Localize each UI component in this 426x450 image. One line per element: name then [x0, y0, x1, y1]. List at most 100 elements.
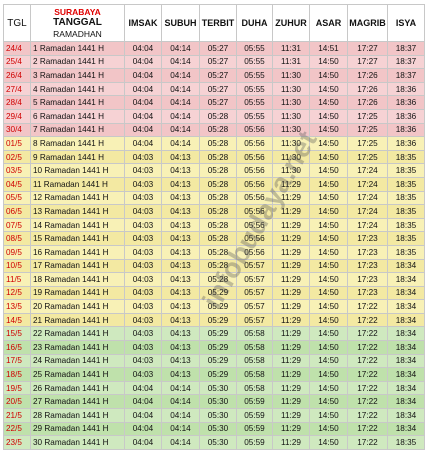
duha-cell: 05:56	[236, 149, 273, 165]
date-cell: 15/5	[3, 326, 31, 342]
asar-cell: 14:50	[309, 204, 348, 219]
subuh-cell: 04:13	[161, 272, 200, 287]
isya-cell: 18:34	[387, 367, 425, 382]
table-row: 19/5 26 Ramadan 1441 H 04:04 04:14 05:30 05:5…	[3, 380, 425, 396]
magrib-cell: 17:24	[347, 190, 388, 206]
magrib-cell: 17:22	[347, 394, 388, 410]
terbit-cell: 05:28	[199, 217, 237, 233]
date-cell: 09/5	[3, 244, 31, 260]
terbit-cell: 05:28	[199, 108, 237, 124]
table-row: 15/5 22 Ramadan 1441 H 04:03 04:13 05:29 05:5…	[3, 326, 425, 342]
magrib-cell: 17:22	[347, 340, 388, 355]
date-cell: 02/5	[3, 149, 31, 165]
ramadan-day-cell: 22 Ramadan 1441 H	[30, 326, 125, 342]
table-row: 10/5 17 Ramadan 1441 H 04:03 04:13 05:28 05:5…	[3, 258, 425, 274]
zuhur-cell: 11:29	[272, 367, 310, 382]
zuhur-cell: 11:30	[272, 68, 310, 83]
date-cell: 10/5	[3, 258, 31, 274]
ramadan-day-cell: 15 Ramadan 1441 H	[30, 231, 125, 246]
terbit-cell: 05:27	[199, 95, 237, 110]
terbit-cell: 05:29	[199, 340, 237, 355]
subuh-cell: 04:13	[161, 367, 200, 382]
isya-cell: 18:34	[387, 258, 425, 274]
magrib-cell: 17:22	[347, 312, 388, 328]
ramadan-day-cell: 12 Ramadan 1441 H	[30, 190, 125, 206]
header-terbit: TERBIT	[199, 4, 237, 42]
terbit-cell: 05:28	[199, 176, 237, 192]
terbit-cell: 05:28	[199, 163, 237, 178]
asar-cell: 14:50	[309, 136, 348, 151]
date-cell: 27/4	[3, 81, 31, 97]
duha-cell: 05:56	[236, 217, 273, 233]
duha-cell: 05:58	[236, 326, 273, 342]
duha-cell: 05:58	[236, 340, 273, 355]
isya-cell: 18:34	[387, 340, 425, 355]
ramadan-day-cell: 19 Ramadan 1441 H	[30, 285, 125, 301]
table-row: 29/4 6 Ramadan 1441 H 04:04 04:14 05:28 05:55…	[3, 108, 425, 124]
imsak-cell: 04:04	[124, 435, 162, 450]
zuhur-cell: 11:31	[272, 54, 310, 70]
subuh-cell: 04:14	[161, 54, 200, 70]
table-row: 28/4 5 Ramadan 1441 H 04:04 04:14 05:27 05:55…	[3, 95, 425, 110]
subuh-cell: 04:14	[161, 41, 200, 56]
ramadan-day-cell: 17 Ramadan 1441 H	[30, 258, 125, 274]
subuh-cell: 04:13	[161, 340, 200, 355]
asar-cell: 14:50	[309, 408, 348, 423]
magrib-cell: 17:27	[347, 54, 388, 70]
isya-cell: 18:35	[387, 149, 425, 165]
terbit-cell: 05:29	[199, 312, 237, 328]
isya-cell: 18:34	[387, 326, 425, 342]
terbit-cell: 05:30	[199, 408, 237, 423]
magrib-cell: 17:24	[347, 217, 388, 233]
date-cell: 13/5	[3, 299, 31, 314]
ramadan-day-cell: 14 Ramadan 1441 H	[30, 217, 125, 233]
duha-cell: 05:56	[236, 204, 273, 219]
table-row: 12/5 19 Ramadan 1441 H 04:03 04:13 05:29 05:5…	[3, 285, 425, 301]
subuh-cell: 04:14	[161, 108, 200, 124]
magrib-cell: 17:23	[347, 272, 388, 287]
date-cell: 24/4	[3, 41, 31, 56]
asar-cell: 14:50	[309, 435, 348, 450]
date-cell: 26/4	[3, 68, 31, 83]
duha-cell: 05:57	[236, 285, 273, 301]
table-row: 24/4 1 Ramadan 1441 H 04:04 04:14 05:27 05:55…	[3, 41, 425, 56]
prayer-schedule-table: TGL SURABAYA TANGGAL RAMADHAN IMSAK SUBU…	[3, 4, 425, 450]
ramadan-day-cell: 21 Ramadan 1441 H	[30, 312, 125, 328]
table-row: 09/5 16 Ramadan 1441 H 04:03 04:13 05:28 05:5…	[3, 244, 425, 260]
table-row: 16/5 23 Ramadan 1441 H 04:03 04:13 05:29 05:5…	[3, 340, 425, 355]
asar-cell: 14:51	[309, 41, 348, 56]
magrib-cell: 17:22	[347, 421, 388, 437]
duha-cell: 05:56	[236, 244, 273, 260]
magrib-cell: 17:27	[347, 41, 388, 56]
magrib-cell: 17:26	[347, 95, 388, 110]
asar-cell: 14:50	[309, 176, 348, 192]
schedule-body: 24/4 1 Ramadan 1441 H 04:04 04:14 05:27 05:55…	[3, 41, 425, 450]
duha-cell: 05:58	[236, 353, 273, 369]
imsak-cell: 04:03	[124, 163, 162, 178]
duha-cell: 05:57	[236, 272, 273, 287]
magrib-cell: 17:22	[347, 435, 388, 450]
magrib-cell: 17:22	[347, 353, 388, 369]
isya-cell: 18:34	[387, 353, 425, 369]
isya-cell: 18:36	[387, 81, 425, 97]
imsak-cell: 04:04	[124, 54, 162, 70]
duha-cell: 05:56	[236, 163, 273, 178]
subuh-cell: 04:13	[161, 326, 200, 342]
terbit-cell: 05:28	[199, 149, 237, 165]
subuh-cell: 04:13	[161, 190, 200, 206]
asar-cell: 14:50	[309, 340, 348, 355]
terbit-cell: 05:30	[199, 394, 237, 410]
terbit-cell: 05:28	[199, 272, 237, 287]
magrib-cell: 17:25	[347, 122, 388, 138]
isya-cell: 18:37	[387, 68, 425, 83]
terbit-cell: 05:27	[199, 68, 237, 83]
duha-cell: 05:56	[236, 136, 273, 151]
header-ramadhan: RAMADHAN	[53, 29, 102, 39]
terbit-cell: 05:29	[199, 353, 237, 369]
duha-cell: 05:55	[236, 68, 273, 83]
terbit-cell: 05:28	[199, 244, 237, 260]
table-row: 18/5 25 Ramadan 1441 H 04:03 04:13 05:29 05:5…	[3, 367, 425, 382]
asar-cell: 14:50	[309, 190, 348, 206]
table-row: 01/5 8 Ramadan 1441 H 04:04 04:14 05:28 05:56…	[3, 136, 425, 151]
subuh-cell: 04:13	[161, 149, 200, 165]
